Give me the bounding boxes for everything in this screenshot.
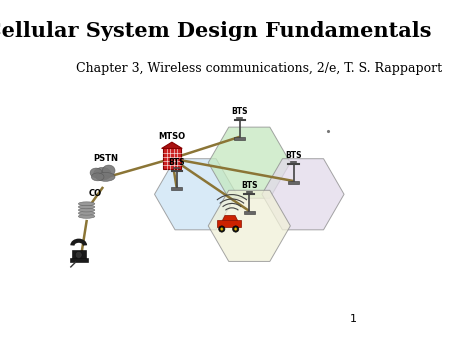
Bar xyxy=(288,181,299,184)
Circle shape xyxy=(219,226,225,232)
Polygon shape xyxy=(222,215,238,220)
Bar xyxy=(163,148,180,169)
Bar xyxy=(243,211,255,214)
Polygon shape xyxy=(154,159,237,230)
Bar xyxy=(171,187,182,191)
Ellipse shape xyxy=(94,167,111,180)
Text: BTS: BTS xyxy=(232,107,248,116)
Text: BTS: BTS xyxy=(168,158,185,167)
Bar xyxy=(72,249,86,259)
Text: Chapter 3, Wireless communications, 2/e, T. S. Rappaport: Chapter 3, Wireless communications, 2/e,… xyxy=(76,62,441,75)
Ellipse shape xyxy=(78,211,95,215)
Ellipse shape xyxy=(78,215,95,218)
Circle shape xyxy=(233,226,239,232)
Polygon shape xyxy=(262,159,344,230)
Ellipse shape xyxy=(78,202,95,206)
Text: 1: 1 xyxy=(350,314,357,324)
Ellipse shape xyxy=(78,205,95,209)
Circle shape xyxy=(220,228,223,230)
Bar xyxy=(217,220,241,227)
Text: BTS: BTS xyxy=(285,151,302,161)
Text: PSTN: PSTN xyxy=(93,154,118,163)
Ellipse shape xyxy=(103,165,115,176)
Polygon shape xyxy=(208,190,290,261)
Text: BTS: BTS xyxy=(241,182,257,191)
Text: Cellular System Design Fundamentals: Cellular System Design Fundamentals xyxy=(0,21,432,41)
Text: CO: CO xyxy=(88,189,101,198)
Ellipse shape xyxy=(90,168,102,177)
Circle shape xyxy=(234,228,237,230)
Bar xyxy=(70,259,88,262)
Polygon shape xyxy=(162,142,182,148)
Ellipse shape xyxy=(78,208,95,212)
Circle shape xyxy=(75,251,82,259)
Ellipse shape xyxy=(96,172,115,181)
Text: MTSO: MTSO xyxy=(158,131,185,141)
Bar xyxy=(234,137,246,140)
Ellipse shape xyxy=(91,173,104,181)
Polygon shape xyxy=(208,127,290,198)
